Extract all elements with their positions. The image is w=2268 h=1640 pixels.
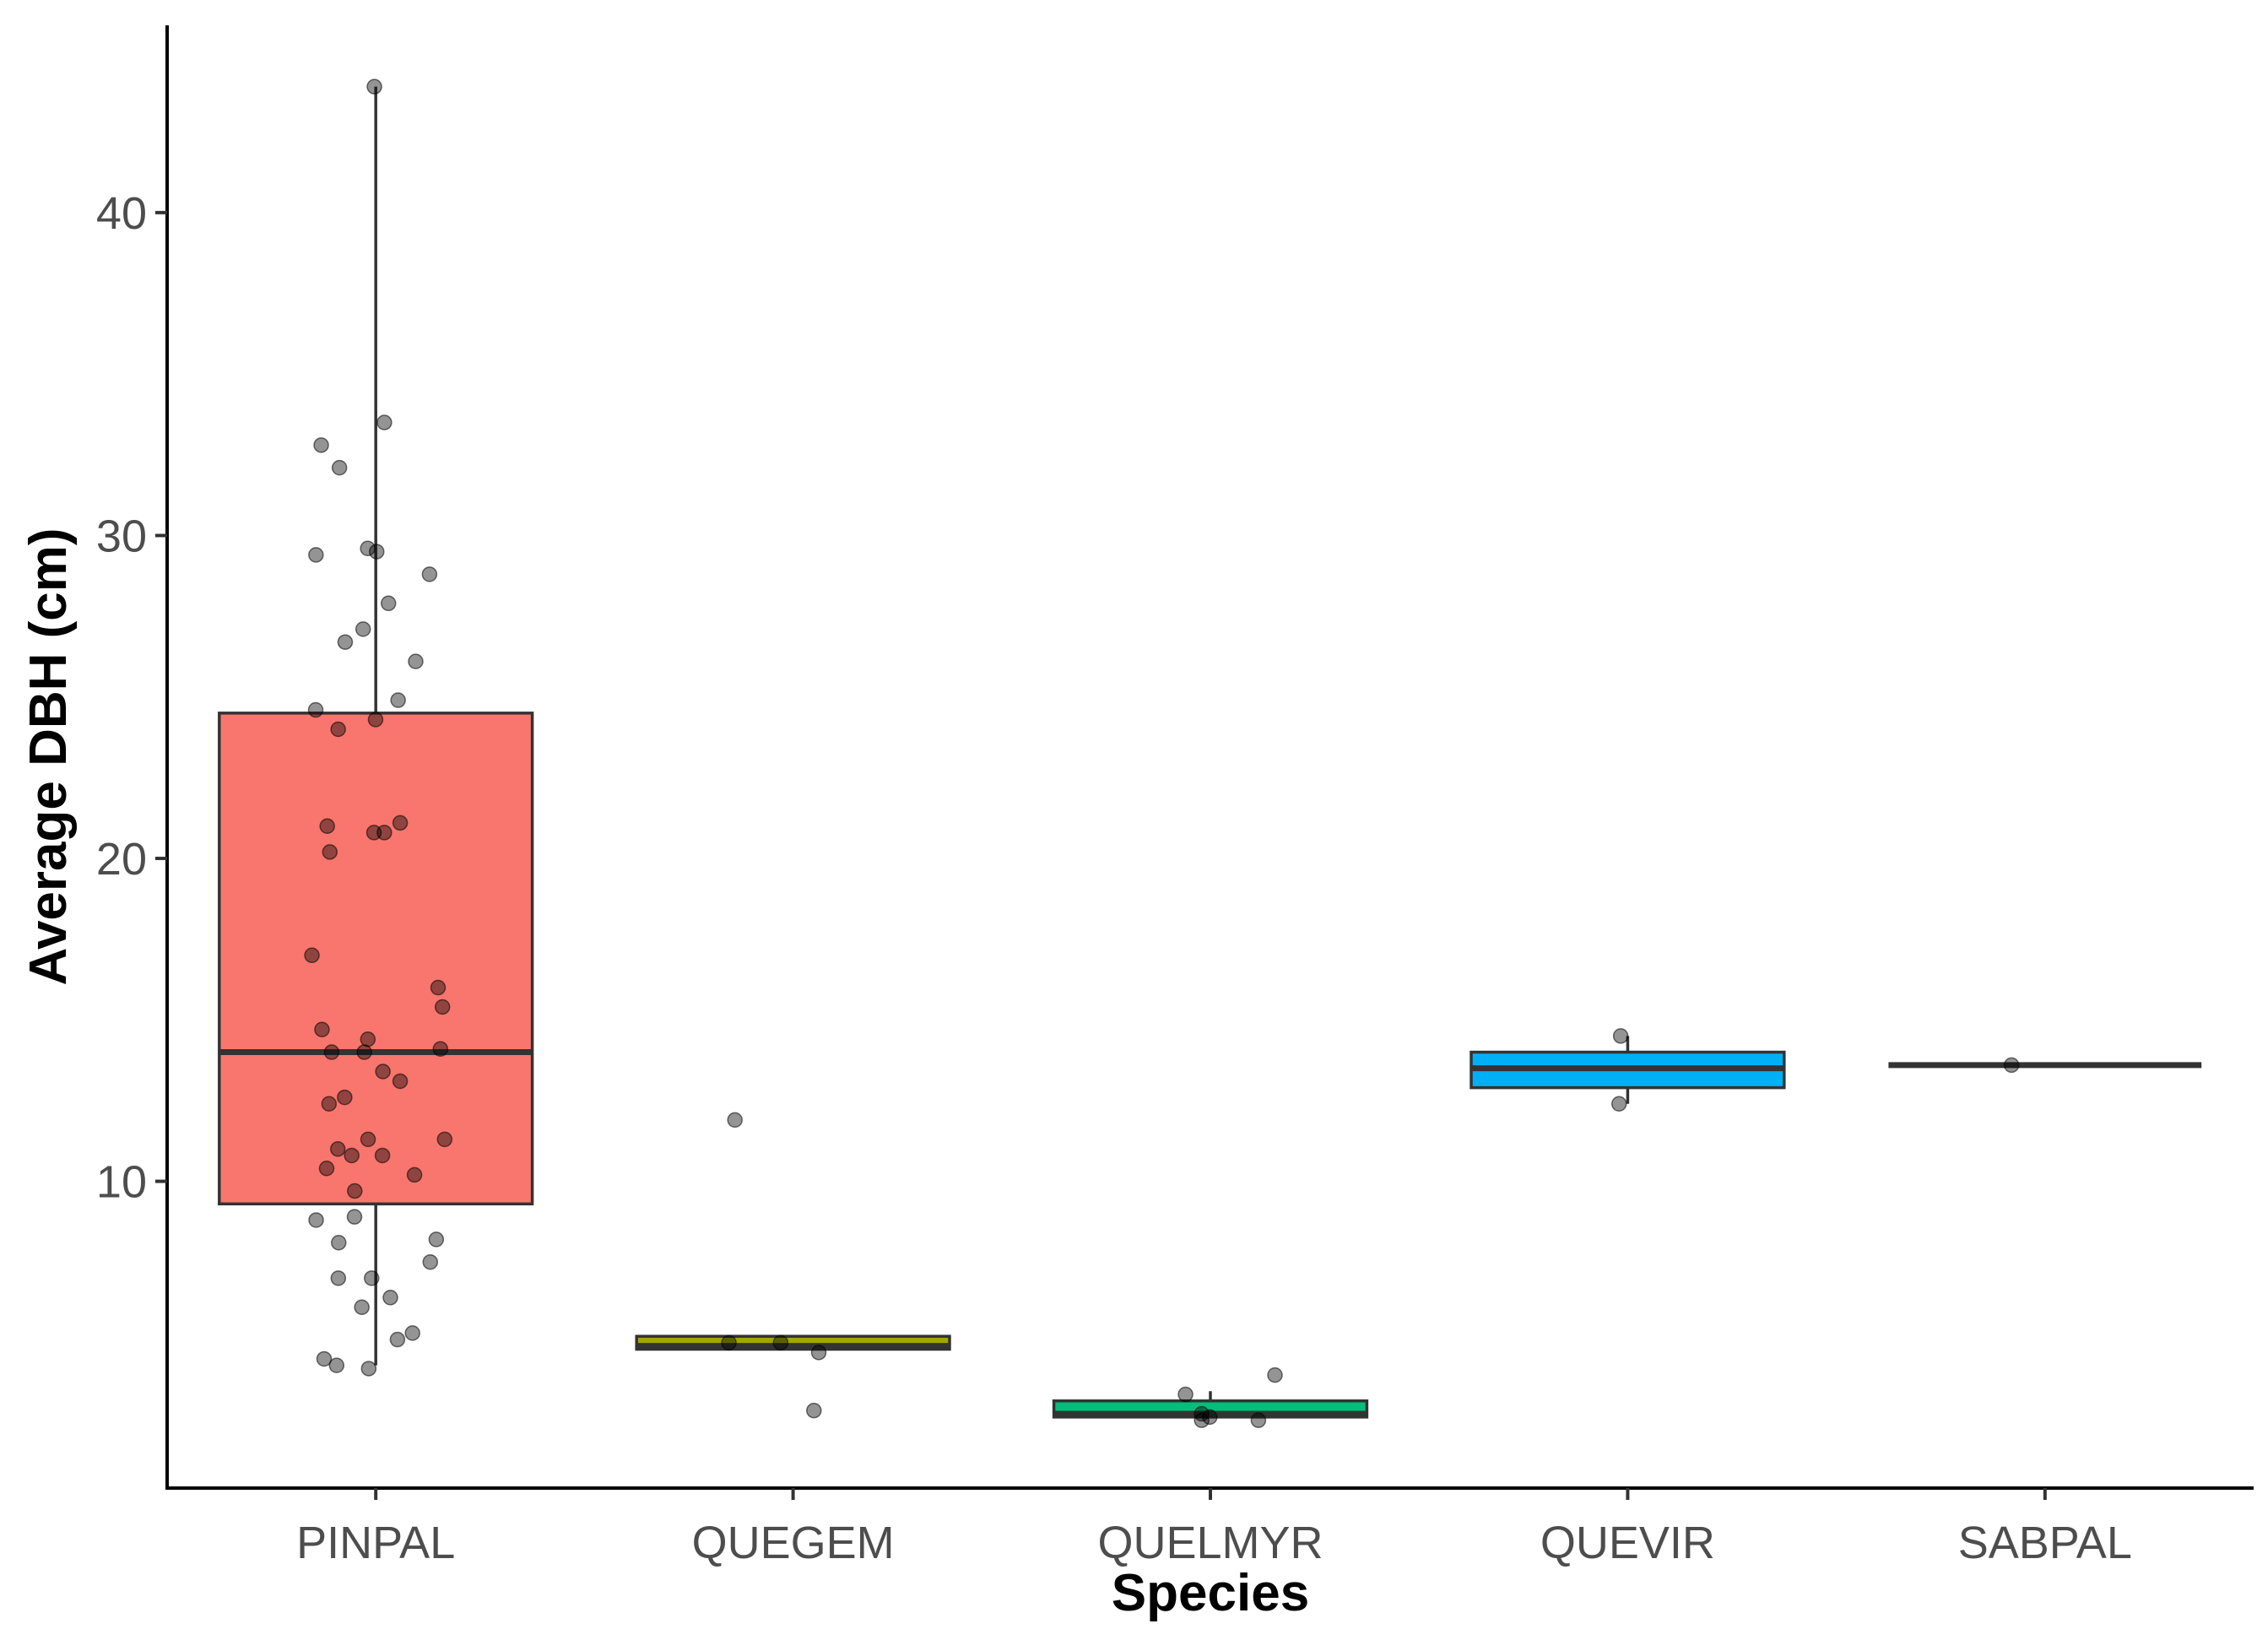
x-tick-label: SABPAL bbox=[1958, 1518, 2132, 1568]
data-point bbox=[1194, 1405, 1210, 1422]
data-point bbox=[1194, 1412, 1210, 1428]
data-point bbox=[1250, 1412, 1267, 1428]
data-point bbox=[323, 1044, 340, 1060]
y-axis-title: Average DBH (cm) bbox=[19, 528, 78, 985]
data-point bbox=[329, 1141, 346, 1157]
data-point bbox=[344, 1147, 360, 1164]
data-point bbox=[432, 1041, 449, 1057]
data-point bbox=[330, 1270, 347, 1286]
data-point bbox=[721, 1334, 737, 1351]
data-point bbox=[375, 1064, 391, 1080]
x-tick-label: QUELMYR bbox=[1097, 1518, 1323, 1568]
data-point bbox=[1267, 1367, 1283, 1383]
box-quevir bbox=[1470, 1036, 1786, 1104]
data-point bbox=[1612, 1028, 1629, 1044]
data-point bbox=[322, 844, 338, 860]
data-point bbox=[356, 1044, 372, 1060]
data-point bbox=[318, 1161, 335, 1177]
y-tick-label: 40 bbox=[96, 188, 147, 239]
y-tick-label: 10 bbox=[96, 1157, 147, 1208]
data-point bbox=[365, 825, 382, 841]
data-point bbox=[374, 1147, 391, 1164]
data-point bbox=[337, 1089, 353, 1106]
data-point bbox=[366, 78, 382, 95]
data-point bbox=[369, 544, 385, 560]
data-point bbox=[1177, 1386, 1194, 1403]
data-point bbox=[1610, 1096, 1627, 1112]
data-point bbox=[392, 815, 409, 831]
x-tick-label: QUEVIR bbox=[1540, 1518, 1715, 1568]
data-point bbox=[2003, 1057, 2020, 1074]
box-quegem bbox=[635, 1334, 951, 1351]
data-point bbox=[314, 1021, 330, 1038]
data-point bbox=[367, 712, 384, 728]
data-point bbox=[304, 947, 320, 964]
data-point bbox=[360, 540, 376, 556]
data-point bbox=[321, 1096, 338, 1112]
data-point bbox=[376, 414, 392, 430]
data-point bbox=[406, 1166, 423, 1183]
box-pinpal bbox=[218, 86, 534, 1366]
data-point bbox=[360, 1031, 376, 1047]
data-point bbox=[727, 1112, 743, 1129]
data-point bbox=[389, 1331, 406, 1348]
data-point bbox=[347, 1183, 363, 1199]
data-point bbox=[360, 1131, 376, 1148]
data-point bbox=[355, 621, 371, 637]
data-point bbox=[319, 818, 335, 835]
data-point bbox=[810, 1345, 827, 1361]
data-point bbox=[330, 721, 346, 738]
data-point bbox=[436, 1131, 453, 1148]
data-point bbox=[346, 1209, 363, 1225]
y-tick-label: 20 bbox=[96, 834, 147, 885]
box-body bbox=[218, 712, 534, 1206]
data-point bbox=[364, 1270, 380, 1286]
data-point bbox=[434, 999, 451, 1015]
data-point bbox=[313, 437, 329, 453]
data-point bbox=[308, 547, 324, 563]
data-point bbox=[390, 692, 406, 708]
data-point bbox=[408, 653, 424, 669]
data-point bbox=[307, 701, 324, 718]
x-axis-title: Species bbox=[1112, 1564, 1309, 1622]
data-point bbox=[1202, 1409, 1218, 1426]
box-quelmyr bbox=[1052, 1391, 1369, 1419]
points-layer bbox=[304, 78, 2020, 1428]
data-point bbox=[354, 1299, 370, 1316]
data-point bbox=[316, 1350, 333, 1367]
data-point bbox=[360, 1361, 377, 1377]
data-point bbox=[380, 595, 397, 612]
data-point bbox=[428, 1231, 445, 1248]
data-point bbox=[331, 459, 348, 476]
data-point bbox=[422, 1253, 439, 1270]
data-point bbox=[772, 1334, 789, 1351]
data-point bbox=[806, 1402, 822, 1419]
y-tick-label: 30 bbox=[96, 511, 147, 561]
ticks-layer: 10 20 30 40 PINPAL QUEGEM QUELMYR QUEVIR SABPAL bbox=[96, 188, 2132, 1568]
boxes-layer bbox=[218, 86, 2202, 1419]
data-point bbox=[308, 1212, 324, 1228]
data-point bbox=[337, 634, 354, 650]
data-point bbox=[404, 1325, 420, 1341]
x-tick-label: QUEGEM bbox=[692, 1518, 895, 1568]
data-point bbox=[430, 979, 447, 996]
data-point bbox=[331, 1235, 347, 1251]
x-tick-label: PINPAL bbox=[296, 1518, 455, 1568]
data-point bbox=[392, 1073, 409, 1090]
data-point bbox=[328, 1357, 345, 1373]
data-point bbox=[382, 1290, 398, 1306]
data-point bbox=[421, 566, 438, 582]
